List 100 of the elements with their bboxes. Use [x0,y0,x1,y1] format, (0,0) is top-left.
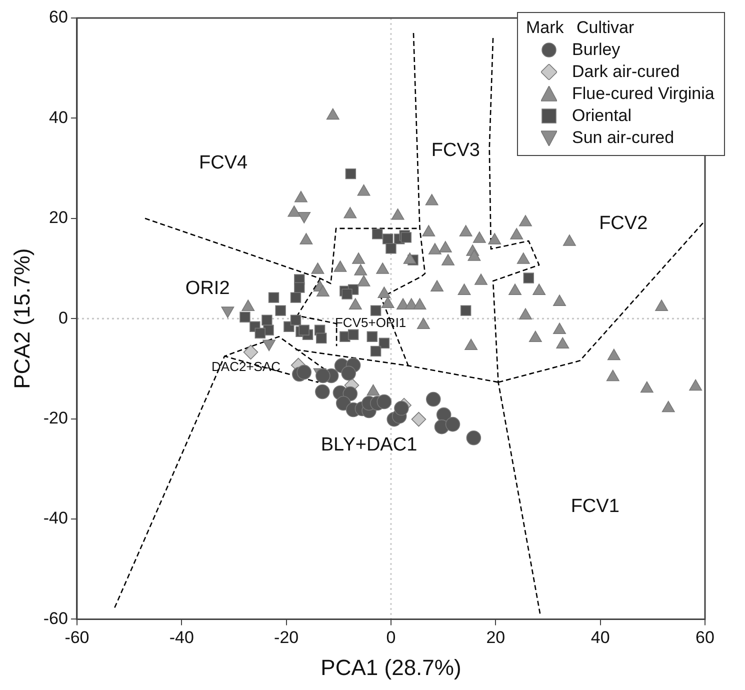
annotation: FCV4 [199,152,248,174]
point [298,324,310,336]
annotation: FCV2 [599,212,648,234]
point [316,285,330,296]
point [326,108,340,120]
point [381,296,394,308]
point [370,305,382,316]
point [445,416,460,432]
y-tick-label: 40 [49,108,68,127]
point [488,233,502,244]
point [378,338,390,348]
point [607,348,620,360]
point [376,394,392,410]
legend-label: Sun air-cured [572,127,674,149]
point [376,262,390,274]
point [354,264,368,276]
point [510,228,524,240]
x-tick-label: 0 [386,628,396,648]
point [348,329,359,340]
point [316,368,330,384]
point [562,234,576,246]
x-axis-title: PCA1 (28.7%) [320,654,462,680]
point [344,206,357,218]
legend-label: Flue-cured Virginia [572,83,714,105]
point [357,275,370,286]
legend-label: Oriental [572,105,632,127]
point [472,232,486,243]
point [458,284,471,295]
point [290,314,302,326]
point [296,364,312,380]
point [426,392,441,407]
point [430,280,444,292]
point [311,262,324,274]
point [378,286,391,298]
point [655,300,668,311]
point [556,337,570,349]
point [394,400,409,416]
point [459,225,472,236]
annotation: FCV5+ORI1 [334,315,406,330]
point [516,252,530,264]
point [508,284,522,295]
point [466,430,482,446]
point [294,282,305,293]
point [468,250,481,261]
point [413,298,426,310]
point [316,332,327,344]
point [519,308,532,320]
annotation: FCV3 [431,140,480,162]
y-tick-label: -40 [43,508,68,528]
point [254,328,266,338]
legend-label: Dark air-cured [572,61,680,83]
point [240,312,250,322]
y-tick-label: 20 [49,208,68,228]
point [262,314,272,326]
point [242,300,255,311]
point [422,225,436,236]
annotation: BLY+DAC1 [320,434,418,456]
point [315,384,330,400]
annotation: ORI2 [185,278,230,299]
point [391,208,404,220]
point [403,252,416,264]
point [294,190,308,202]
point [553,294,566,306]
point [275,305,286,316]
point [425,194,438,206]
point [442,254,454,266]
y-axis-title: PCA2 (15.7%) [9,248,34,389]
point [464,338,478,350]
legend-label: Burley [572,39,620,61]
x-tick-label: 40 [590,628,610,648]
point [348,298,362,310]
point [606,370,620,382]
x-tick-label: -20 [274,628,299,648]
point [438,241,452,252]
point [341,366,356,381]
annotation: FCV1 [570,496,620,518]
point [519,215,532,226]
point [342,288,352,300]
point [334,260,347,272]
point [523,272,534,284]
point [532,284,546,295]
point [411,412,426,427]
point [460,305,472,316]
point [288,205,301,217]
point [366,331,378,342]
point [386,243,396,254]
point [268,292,280,303]
y-tick-label: 60 [49,8,68,27]
point [416,318,430,330]
point [352,252,365,264]
y-tick-label: -20 [43,408,68,428]
point [553,322,566,334]
point [300,233,313,244]
point [357,184,370,196]
point [474,274,488,285]
y-tick-label: 0 [58,308,68,328]
point [370,346,382,357]
x-tick-label: -40 [169,628,194,648]
point [290,292,302,303]
point [528,330,542,342]
